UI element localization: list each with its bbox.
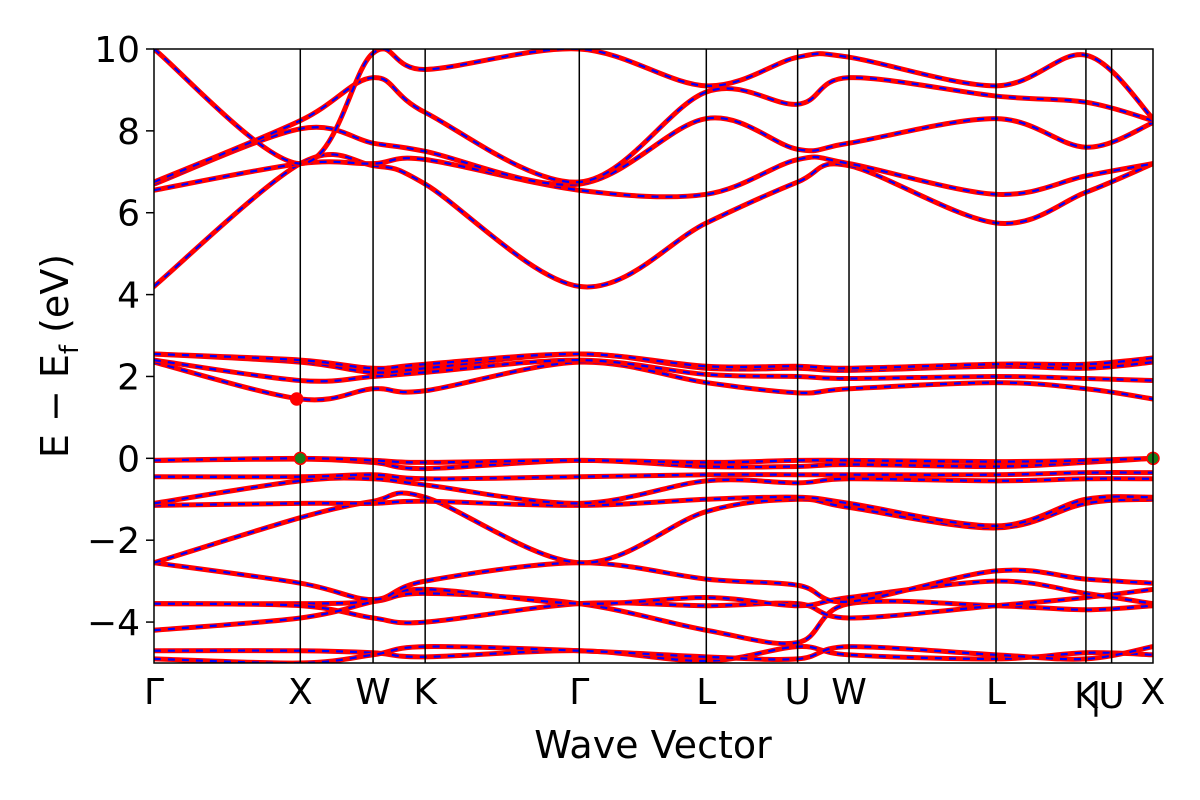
band-14-blue-dashed [154,358,1153,383]
band-8-blue-dashed [154,495,1153,527]
band-10-red [154,470,1153,482]
x-tick-label-10: K [1074,676,1099,717]
y-tick-label-2: −2 [87,521,140,562]
x-tick-label-6: L [696,672,716,713]
y-tick-label-5: 4 [117,276,140,317]
band-1-blue-dashed [154,645,1153,663]
band-10-blue-dashed [154,471,1153,480]
band-16-blue-dashed [154,352,1153,370]
band-extremum-marker-2 [293,451,308,466]
y-axis-title-main: E − E [33,354,77,458]
band-6-blue-dashed [154,561,1153,603]
y-axis-title: E − Ef (eV) [33,254,85,458]
band-21-blue-dashed [154,49,1153,165]
y-tick-label-6: 6 [117,194,140,235]
y-tick-label-3: 0 [117,439,140,480]
band-18-blue-dashed [154,155,1153,198]
x-tick-label-1: Γ [144,672,164,713]
markers-layer [289,392,1160,466]
x-tick-label-7: U [784,672,810,713]
band-17-red [154,152,1153,290]
band-5-blue-dashed [154,580,1153,632]
band-13-blue-dashed [154,361,1153,401]
x-tick-label-13: X [1141,672,1166,713]
band-2-blue-dashed [154,645,1153,663]
band-4-blue-dashed [154,588,1153,624]
x-axis-title: Wave Vector [534,723,772,767]
x-ticks-layer: Γ X W K Γ L U W L K|U X [144,672,1165,717]
band-11-blue-dashed [154,457,1153,470]
y-tick-label-4: 2 [117,357,140,398]
y-tick-label-7: 8 [117,112,140,153]
y-tick-label-1: −4 [87,603,140,644]
y-axis-title-unit: (eV) [33,254,77,345]
y-ticks-layer: −4 −2 0 2 4 6 8 10 [87,30,154,644]
plot-frame [153,48,1154,664]
x-tick-label-9: L [986,672,1006,713]
y-tick-label-8: 10 [94,30,140,71]
band-17-blue-dashed [154,153,1153,288]
x-tick-label-5: Γ [569,672,589,713]
x-tick-label-3: W [355,672,391,713]
band-12-blue-dashed [154,457,1153,464]
band-19-blue-dashed [154,116,1153,186]
bands-layer [154,49,1153,663]
band-9-red [154,475,1153,506]
symmetry-lines-layer [299,49,1113,663]
band-8-red [154,494,1153,529]
x-tick-label-4: K [413,672,438,713]
x-tick-label-2: X [288,672,313,713]
band-extremum-marker-1 [289,392,304,406]
x-tick-label-11: | [1090,676,1102,717]
x-tick-label-8: W [831,672,867,713]
y-axis-title-subscript: f [55,344,85,354]
x-tick-label-12: U [1098,676,1124,717]
